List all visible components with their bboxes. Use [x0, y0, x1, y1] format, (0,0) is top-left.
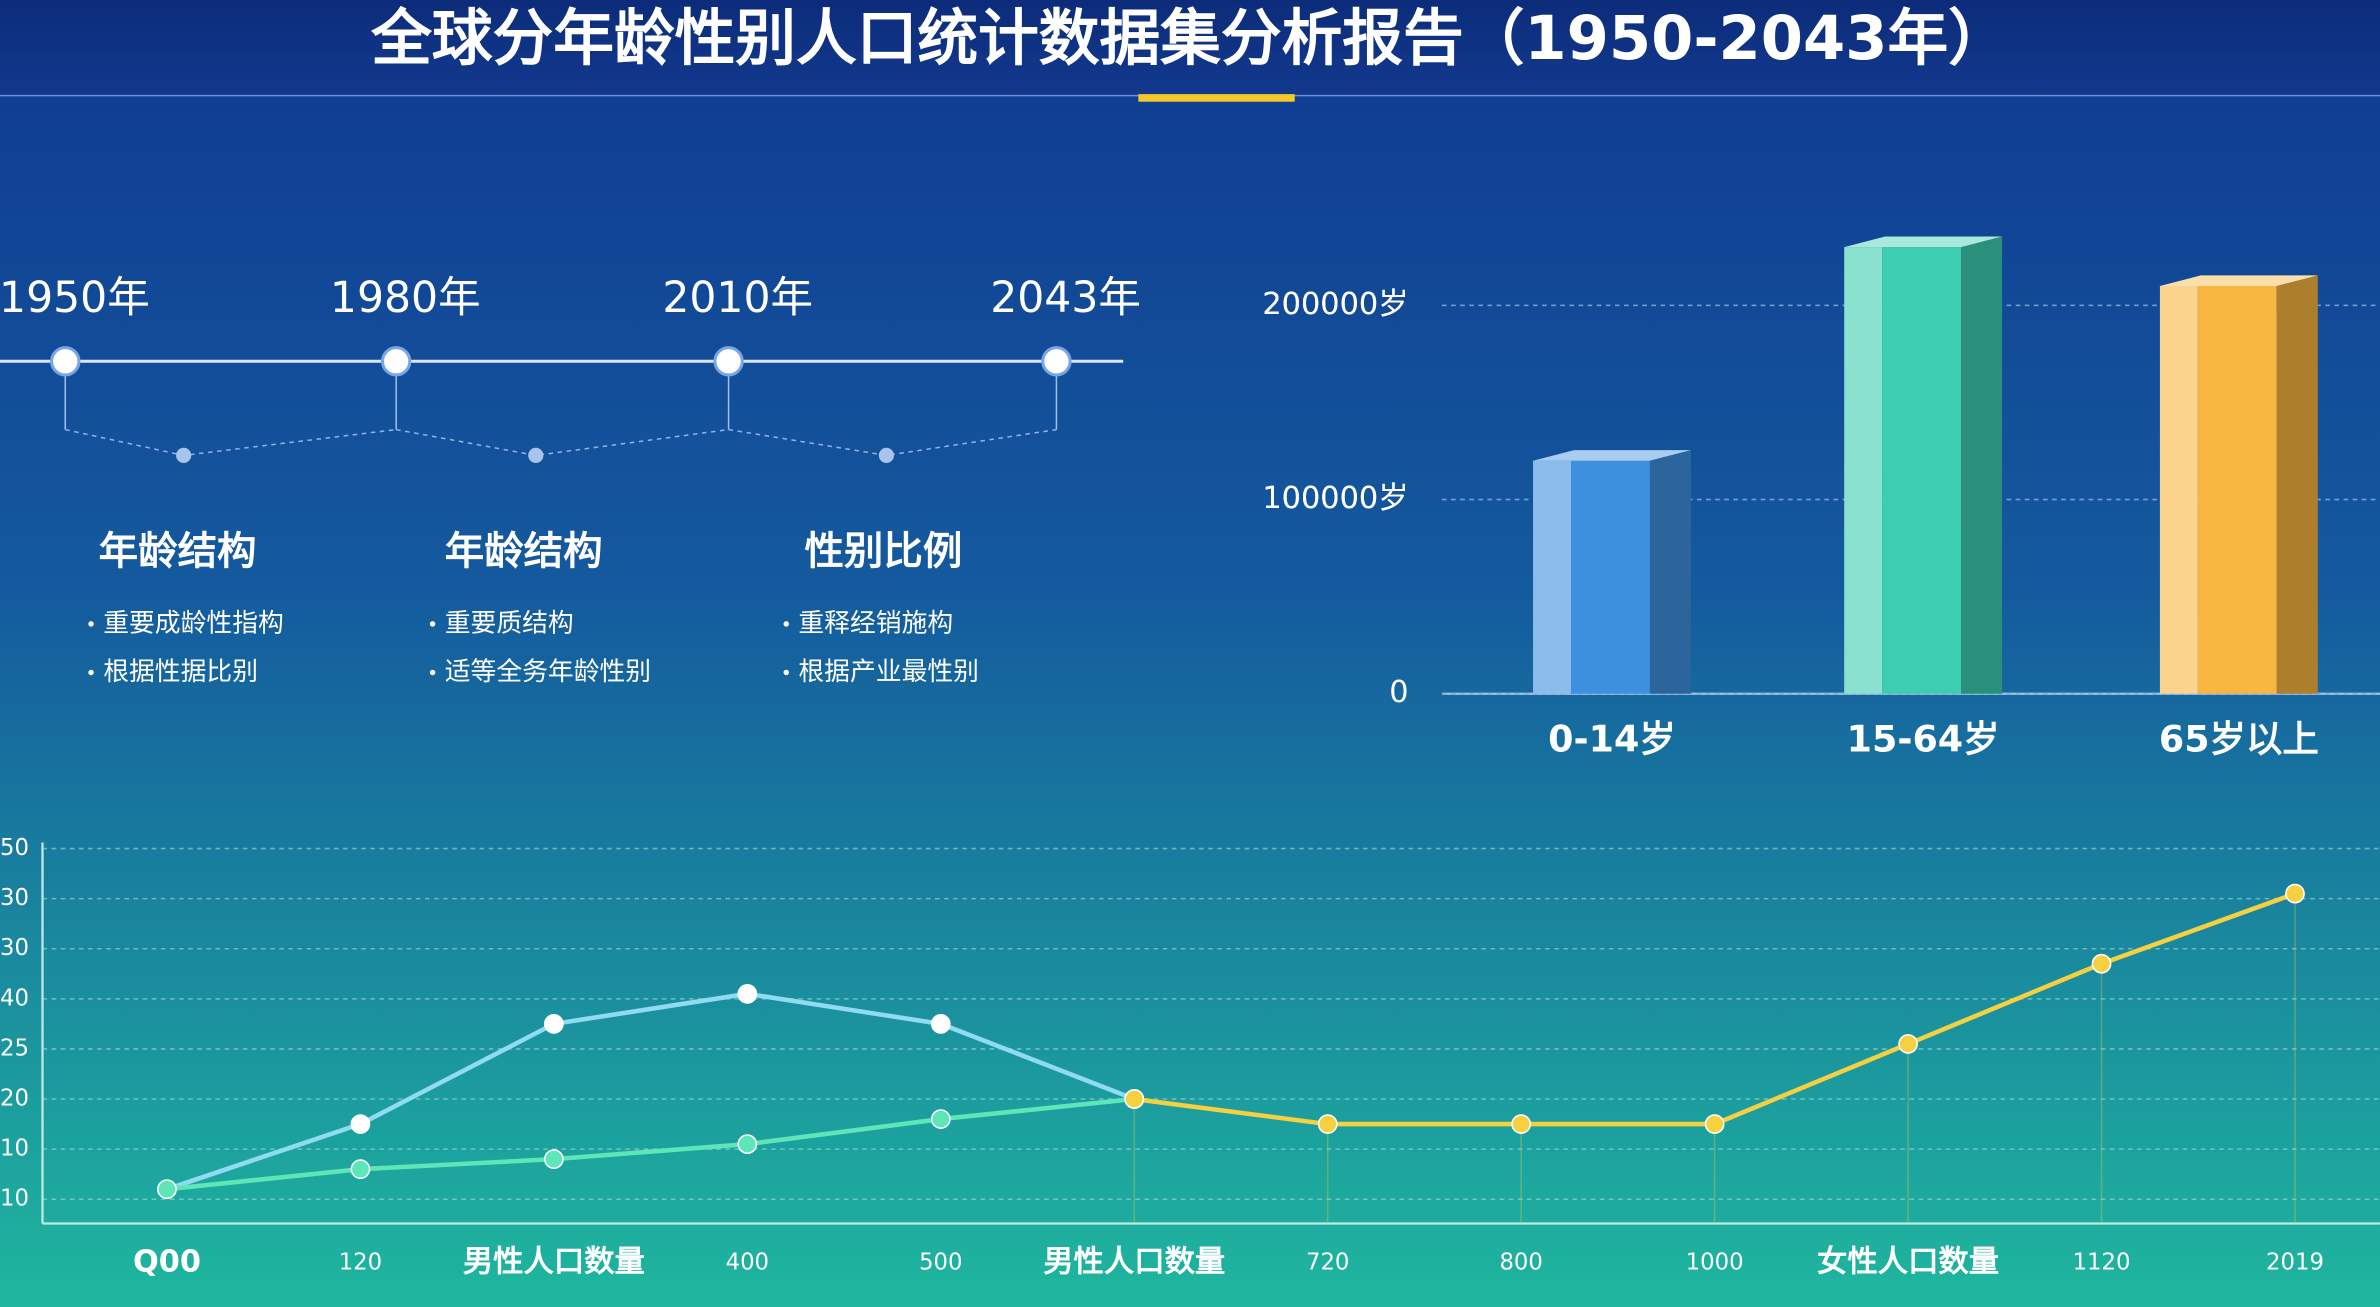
x-tick-label: 15-64岁 [1847, 717, 2000, 760]
bar-side [1649, 450, 1691, 694]
timeline-connector [396, 428, 729, 457]
x-tick-label: 400 [726, 1249, 769, 1275]
x-tick-label: 女性人口数量 [1817, 1243, 1999, 1279]
data-point [737, 983, 758, 1004]
series-line [166, 991, 1136, 1192]
y-tick-label: 10 [0, 1186, 29, 1212]
y-tick-label: 25 [0, 1035, 29, 1061]
x-tick-label: 800 [1499, 1249, 1542, 1275]
y-tick-label: 200000岁 [1262, 287, 1408, 322]
y-tick-label: 20 [0, 1086, 29, 1112]
bar-side [2276, 275, 2318, 694]
timeline-node [380, 346, 412, 377]
bullet [783, 621, 789, 627]
data-point [737, 1134, 758, 1154]
x-tick-label: 120 [339, 1249, 382, 1275]
y-tick-label: 40 [0, 985, 29, 1011]
data-point [2091, 953, 2112, 974]
x-tick-label: Q00 [133, 1244, 201, 1279]
bar-top [1844, 236, 2003, 248]
section-heading: 性别比例 [804, 529, 962, 575]
bar [1882, 247, 1962, 694]
timeline-year: 2043年 [990, 274, 1141, 323]
x-tick-label: 男性人口数量 [1043, 1244, 1225, 1279]
data-point [1704, 1114, 1725, 1134]
x-tick-label: 0-14岁 [1548, 717, 1676, 760]
section-item: 根据性据比别 [103, 657, 258, 687]
bar-highlight [2159, 285, 2198, 694]
y-tick-label: 10 [0, 1136, 29, 1162]
timeline-year: 1980年 [330, 274, 481, 323]
bullet [88, 621, 94, 627]
bar [1570, 460, 1650, 694]
timeline-node [1041, 346, 1072, 377]
timeline-year: 2010年 [662, 274, 813, 323]
bullet [783, 669, 789, 676]
data-point [350, 1159, 371, 1180]
header-bar [0, 0, 2380, 96]
timeline-dot [176, 447, 192, 463]
y-tick-label: 30 [0, 885, 29, 911]
data-point [930, 1014, 951, 1034]
data-point [1898, 1034, 1918, 1054]
x-tick-label: 男性人口数量 [463, 1244, 645, 1279]
x-tick-label: 2019 [2266, 1249, 2324, 1275]
x-tick-label: 1000 [1686, 1249, 1744, 1275]
y-tick-label: 100000岁 [1262, 481, 1408, 516]
series-line [166, 1096, 1135, 1192]
bullet [429, 669, 436, 676]
y-tick-label: 100000岁 [1262, 481, 1408, 516]
x-tick-label: 1120 [2073, 1249, 2131, 1275]
x-tick-label: 720 [1306, 1249, 1349, 1275]
bar-side [1961, 236, 2003, 694]
data-point [350, 1114, 371, 1134]
bar-highlight [1533, 460, 1571, 694]
bullet [429, 621, 436, 627]
section-heading: 年龄结构 [445, 529, 603, 575]
data-point [1317, 1114, 1338, 1134]
timeline-node [713, 346, 744, 377]
y-tick-label: 0 [1389, 675, 1408, 710]
data-point [1511, 1114, 1532, 1134]
data-point [1124, 1089, 1145, 1109]
x-tick-label: 500 [919, 1249, 962, 1275]
section-item: 重要成龄性指构 [103, 608, 284, 638]
bar-top [1533, 450, 1691, 461]
header-accent [1138, 94, 1295, 102]
bar-top [2159, 275, 2318, 286]
data-point [544, 1014, 564, 1034]
section-item: 重释经销施构 [798, 608, 953, 638]
bar [2197, 285, 2277, 694]
timeline-connector [728, 428, 1057, 457]
y-tick-label: 30 [0, 935, 29, 961]
page-title: 全球分年龄性别人口统计数据集分析报告（1950-2043年） [370, 4, 2009, 74]
timeline-node [50, 346, 81, 377]
data-point [157, 1179, 177, 1200]
x-tick-label: 65岁以上 [2159, 717, 2319, 760]
timeline-year: 1950年 [0, 274, 150, 323]
timeline-dot [878, 447, 895, 463]
y-tick-label: 50 [0, 835, 29, 861]
timeline-dot [528, 447, 544, 463]
data-point [930, 1109, 951, 1129]
section-item: 根据产业最性别 [798, 657, 979, 687]
data-point [2285, 883, 2305, 904]
y-tick-label: 200000岁 [1262, 287, 1408, 322]
data-point [544, 1149, 564, 1170]
section-item: 重要质结构 [445, 608, 574, 638]
bar-highlight [1844, 247, 1883, 694]
section-heading: 年龄结构 [99, 529, 257, 575]
section-item: 适等全务年龄性别 [445, 657, 651, 687]
bullet [88, 669, 94, 676]
